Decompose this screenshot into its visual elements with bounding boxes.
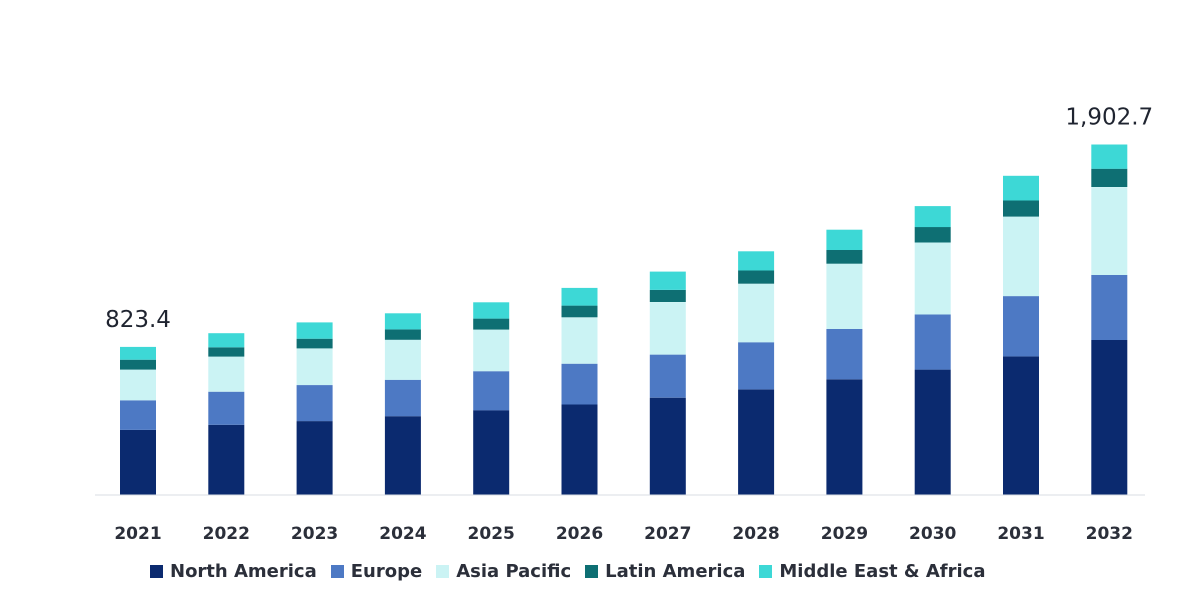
bar-segment-2022-europe xyxy=(208,391,245,425)
bar-segment-2021-middle-east-africa xyxy=(120,346,156,360)
x-tick-label: 2027 xyxy=(644,524,691,544)
legend-swatch xyxy=(436,565,450,578)
x-tick-label: 2021 xyxy=(114,524,161,544)
legend-label: Europe xyxy=(350,561,423,582)
bar-segment-2025-middle-east-africa xyxy=(473,302,510,319)
bar-segment-2021-asia-pacific xyxy=(120,369,156,401)
bar-segment-2031-asia-pacific xyxy=(1003,216,1039,297)
legend-swatch xyxy=(150,565,163,578)
bar-segment-2032-europe xyxy=(1091,274,1128,340)
bar-segment-2031-latin-america xyxy=(1003,200,1039,217)
legend: North America Europe Asia Pacific Latin Ame… xyxy=(150,561,1000,582)
legend-swatch xyxy=(585,565,599,578)
bar-segment-2031-north-america xyxy=(1003,356,1039,495)
bar-segment-2029-latin-america xyxy=(826,250,863,264)
bar-segment-2026-latin-america xyxy=(561,305,598,318)
x-tick-label: 2031 xyxy=(997,524,1044,544)
x-tick-labels: 2021 2022 2023 2024 2025 2026 2027 2028 2029 2030… xyxy=(114,524,1133,544)
bar-segment-2030-north-america xyxy=(914,369,951,495)
data-label-2032: 1,902.7 xyxy=(1065,105,1153,131)
legend-label: Middle East & Africa xyxy=(779,561,986,582)
bar-segment-2029-middle-east-africa xyxy=(826,229,863,250)
bar-segment-2022-latin-america xyxy=(208,347,245,357)
bar-segment-2028-middle-east-africa xyxy=(738,251,775,271)
bar-segment-2022-middle-east-africa xyxy=(208,333,245,348)
bar-segment-2024-asia-pacific xyxy=(384,339,421,380)
legend-item: Middle East & Africa xyxy=(759,561,986,582)
bar-segment-2023-latin-america xyxy=(296,338,333,349)
bar-segment-2024-middle-east-africa xyxy=(384,313,421,330)
legend-label: North America xyxy=(170,561,317,582)
bar-segment-2023-asia-pacific xyxy=(296,348,333,385)
x-tick-label: 2030 xyxy=(909,524,956,544)
bar-segment-2030-asia-pacific xyxy=(914,242,951,315)
bar-segment-2023-europe xyxy=(296,385,333,422)
bar-segment-2024-latin-america xyxy=(384,329,421,340)
legend-label: Latin America xyxy=(605,561,746,582)
bar-segment-2032-north-america xyxy=(1091,340,1128,495)
bar-segment-2026-asia-pacific xyxy=(561,317,598,364)
bar-segment-2027-latin-america xyxy=(649,289,686,302)
bar-segment-2030-europe xyxy=(914,314,951,370)
bar-segment-2031-europe xyxy=(1003,296,1039,357)
bar-segment-2025-north-america xyxy=(473,410,510,495)
bar-segment-2028-asia-pacific xyxy=(738,283,775,343)
legend-item: North America xyxy=(150,561,317,582)
x-tick-label: 2026 xyxy=(556,524,603,544)
legend-item: Europe xyxy=(330,561,423,582)
x-tick-label: 2025 xyxy=(468,524,515,544)
legend-item: Latin America xyxy=(585,561,745,582)
bar-segment-2032-middle-east-africa xyxy=(1091,144,1128,169)
bar-segment-2029-north-america xyxy=(826,379,863,495)
bar-segment-2025-europe xyxy=(473,371,510,411)
bar-segment-2026-north-america xyxy=(561,404,598,495)
data-label-2021: 823.4 xyxy=(105,307,171,333)
bar-segment-2025-asia-pacific xyxy=(473,329,510,372)
bar-segment-2028-europe xyxy=(738,342,775,390)
bar-segment-2026-europe xyxy=(561,363,598,405)
bar-segment-2027-europe xyxy=(649,354,686,398)
bar-segment-2032-latin-america xyxy=(1091,168,1128,187)
bar-segment-2023-middle-east-africa xyxy=(296,322,333,339)
bar-segment-2022-north-america xyxy=(208,424,245,495)
x-tick-label: 2023 xyxy=(291,524,338,544)
bar-segment-2027-asia-pacific xyxy=(649,302,686,355)
bar-segment-2025-latin-america xyxy=(473,318,510,330)
bar-segment-2032-asia-pacific xyxy=(1091,187,1128,275)
bar-segment-2022-asia-pacific xyxy=(208,356,245,392)
bar-segment-2023-north-america xyxy=(296,421,333,495)
bar-segment-2029-asia-pacific xyxy=(826,263,863,329)
x-tick-label: 2032 xyxy=(1086,524,1133,544)
legend-item: Asia Pacific xyxy=(436,561,571,582)
x-tick-label: 2028 xyxy=(732,524,779,544)
x-tick-label: 2029 xyxy=(821,524,868,544)
bar-segment-2031-middle-east-africa xyxy=(1003,175,1039,201)
legend-label: Asia Pacific xyxy=(456,561,572,582)
bar-segment-2026-middle-east-africa xyxy=(561,287,598,306)
bar-segment-2024-north-america xyxy=(384,416,421,495)
bar-segment-2030-middle-east-africa xyxy=(914,206,951,228)
bar-segment-2024-europe xyxy=(384,379,421,417)
bar-segment-2029-europe xyxy=(826,329,863,380)
bar-segment-2027-middle-east-africa xyxy=(649,271,686,290)
bars-layer xyxy=(120,144,1128,495)
data-labels: 823.4 1,902.7 xyxy=(105,105,1153,333)
x-tick-label: 2024 xyxy=(379,524,426,544)
bar-segment-2028-north-america xyxy=(738,389,775,495)
legend-swatch xyxy=(759,565,773,578)
bar-segment-2027-north-america xyxy=(649,397,686,495)
x-tick-label: 2022 xyxy=(203,524,250,544)
bar-segment-2021-north-america xyxy=(120,429,156,495)
bar-segment-2021-europe xyxy=(120,400,156,430)
bar-segment-2028-latin-america xyxy=(738,270,775,284)
legend-swatch xyxy=(330,565,344,578)
bar-segment-2021-latin-america xyxy=(120,359,156,370)
bar-segment-2030-latin-america xyxy=(914,227,951,243)
